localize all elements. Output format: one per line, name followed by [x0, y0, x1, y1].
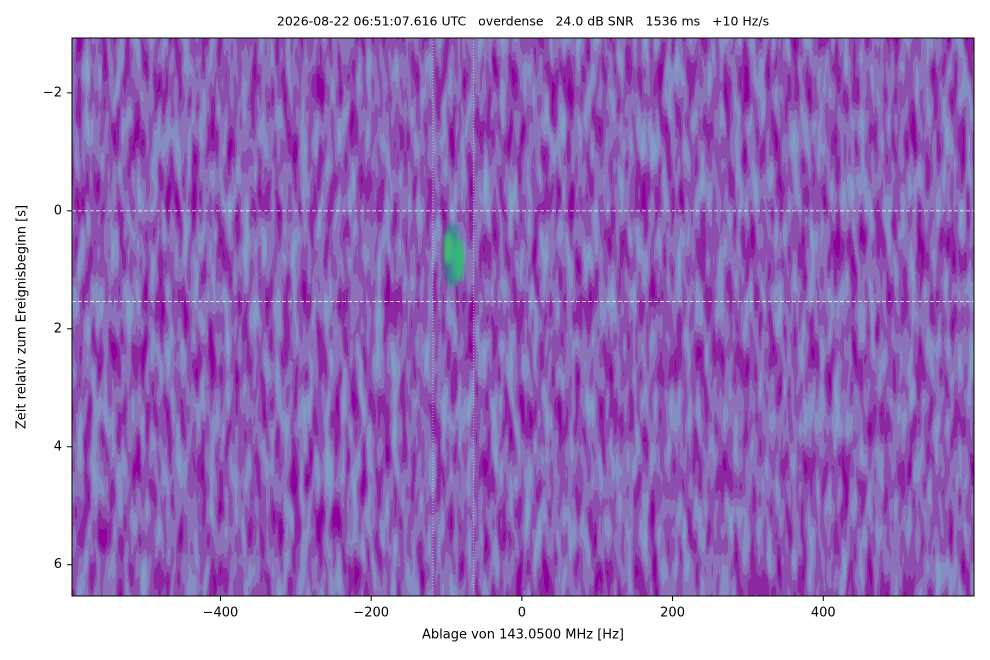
- x-tick-label: 0: [518, 606, 526, 621]
- spectrogram: [72, 38, 974, 596]
- plot-frame: [71, 37, 975, 597]
- x-axis-label: Ablage von 143.0500 MHz [Hz]: [422, 628, 624, 643]
- y-tick-label: −2: [43, 85, 62, 100]
- noise-texture: [72, 38, 974, 596]
- x-tick-label: 200: [660, 606, 685, 621]
- chart-title: 2026-08-22 06:51:07.616 UTC overdense 24…: [277, 14, 769, 29]
- y-tick-label: 0: [54, 203, 62, 218]
- x-tick-label: 400: [811, 606, 836, 621]
- y-axis-label: Zeit relativ zum Ereignisbeginn [s]: [15, 205, 30, 429]
- y-tick-label: 4: [54, 439, 62, 454]
- x-tick-label: −400: [203, 606, 239, 621]
- x-tick-label: −200: [353, 606, 389, 621]
- y-tick-label: 6: [54, 557, 62, 572]
- echo-blob: [443, 223, 464, 287]
- y-tick-label: 2: [54, 321, 62, 336]
